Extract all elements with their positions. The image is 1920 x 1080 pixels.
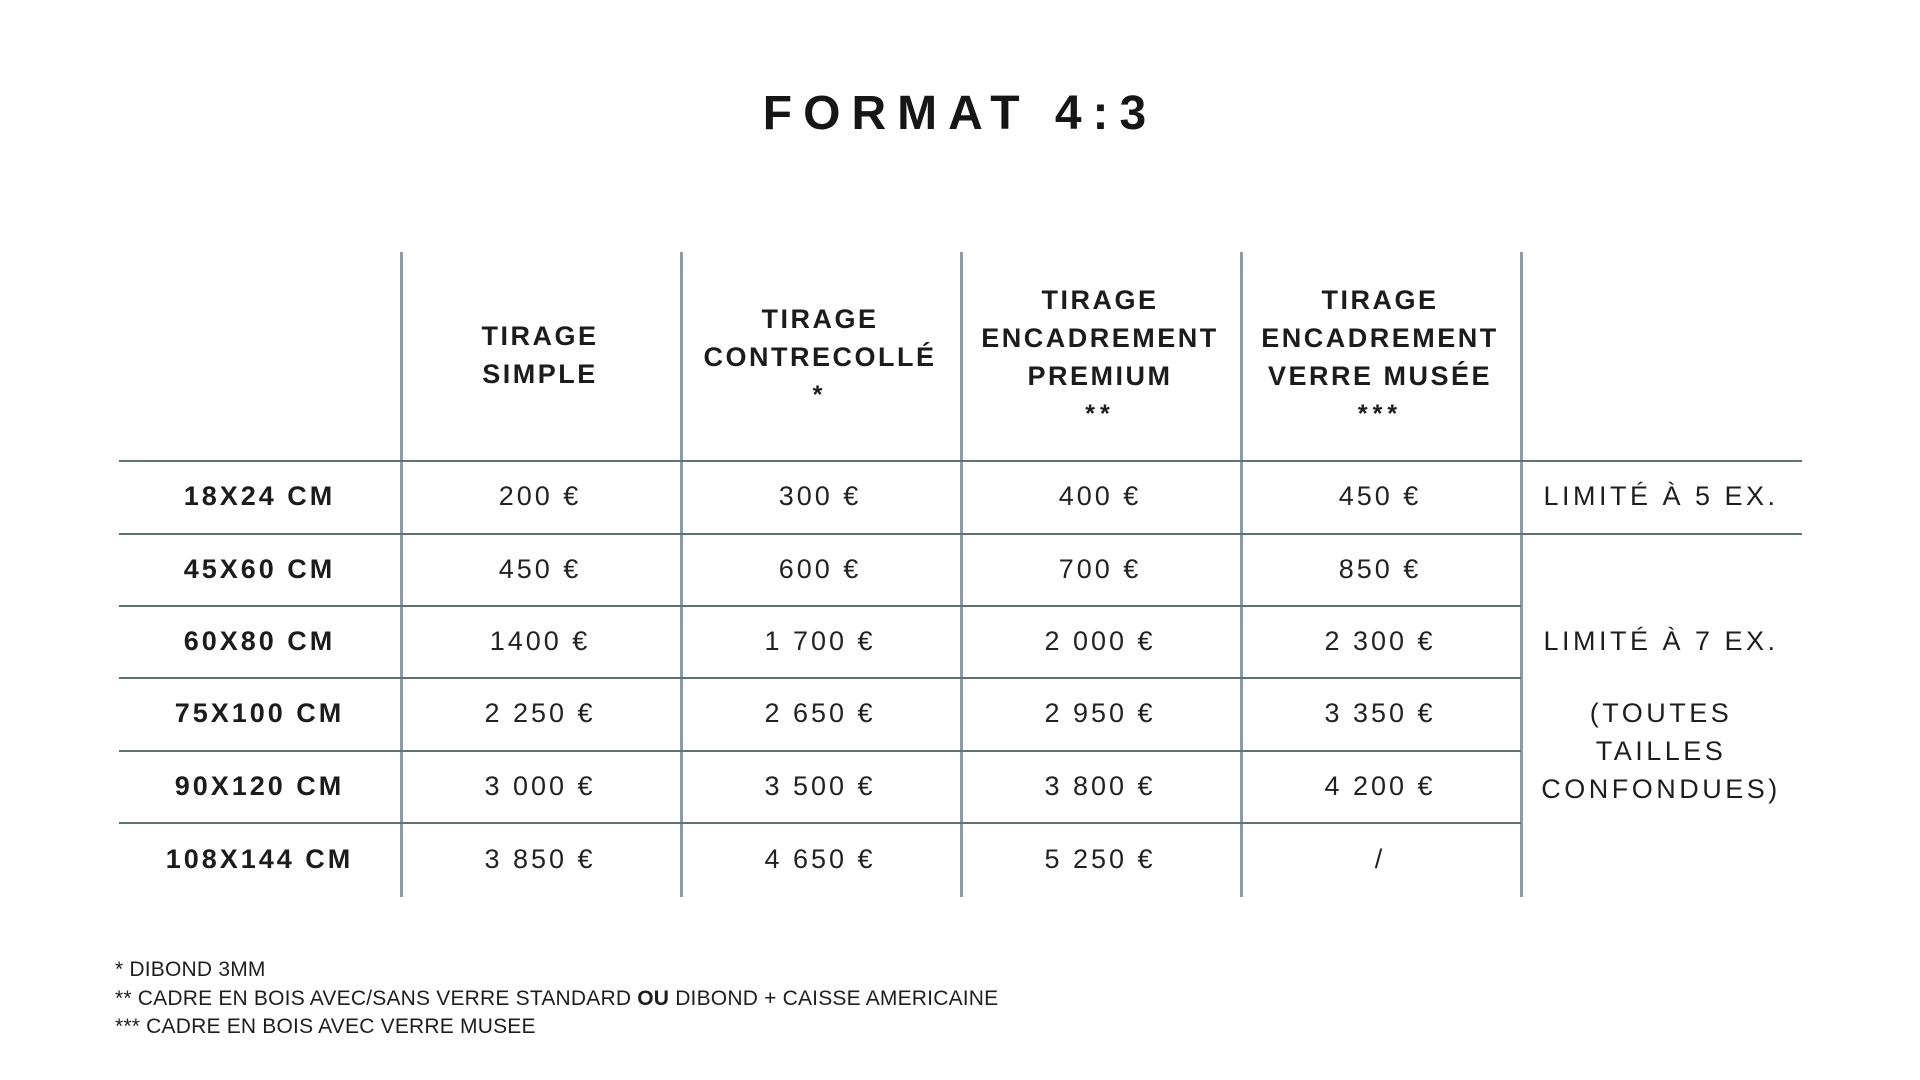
page-title: FORMAT 4:3: [762, 87, 1158, 140]
header-line: TIRAGE: [761, 304, 879, 334]
row-label: 108X144 CM: [165, 844, 354, 874]
grid-hline-3: [119, 605, 1521, 607]
footnote-musee: *** CADRE EN BOIS AVEC VERRE MUSEE: [115, 1015, 536, 1038]
table-row-18x24: 18X24 CM 200 € 300 € 400 € 450 €: [119, 460, 1520, 533]
footnote-marker: ***: [1357, 400, 1403, 428]
column-header-tirage-contrecolle: TIRAGE CONTRECOLLÉ *: [680, 252, 960, 458]
footnote-premium-bold: OU: [637, 986, 670, 1010]
header-line: PREMIUM: [1027, 361, 1173, 391]
price-cell: 700 €: [1058, 553, 1142, 584]
grid-hline-2: [119, 533, 1802, 535]
table-row-90x120: 90X120 CM 3 000 € 3 500 € 3 800 € 4 200 …: [119, 750, 1520, 822]
footnote-premium: ** CADRE EN BOIS AVEC/SANS VERRE STANDAR…: [115, 985, 998, 1014]
price-cell: 2 650 €: [764, 698, 876, 728]
price-cell: 400 €: [1058, 481, 1142, 511]
table-row-108x144: 108X144 CM 3 850 € 4 650 € 5 250 € /: [119, 822, 1520, 897]
price-cell: 4 650 €: [764, 844, 876, 874]
price-cell: 4 200 €: [1324, 770, 1436, 801]
header-line: SIMPLE: [482, 359, 598, 389]
header-line: TIRAGE: [481, 321, 599, 351]
header-line: VERRE MUSÉE: [1267, 361, 1493, 391]
grid-vline-3: [960, 252, 963, 897]
price-cell: 2 300 €: [1324, 625, 1436, 656]
row-label: 60X80 CM: [183, 625, 336, 656]
price-cell: 2 950 €: [1044, 698, 1156, 728]
price-cell: 200 €: [498, 481, 582, 511]
row-label: 18X24 CM: [183, 481, 336, 511]
header-line: ENCADREMENT: [981, 323, 1219, 353]
price-cell: 3 350 €: [1324, 698, 1436, 728]
footnote-marker: *: [812, 381, 828, 409]
column-header-encadrement-verre-musee: TIRAGE ENCADREMENT VERRE MUSÉE ***: [1240, 252, 1520, 458]
header-line: CONTRECOLLÉ: [703, 342, 937, 372]
price-cell: 300 €: [778, 481, 862, 511]
price-cell: 850 €: [1338, 553, 1422, 584]
grid-vline-5: [1520, 252, 1523, 897]
footnotes: * DIBOND 3MM ** CADRE EN BOIS AVEC/SANS …: [115, 956, 998, 1042]
price-cell: 450 €: [1338, 481, 1422, 511]
price-cell: 2 000 €: [1044, 625, 1156, 656]
footnote-marker: **: [1085, 400, 1115, 428]
footnote-premium-prefix: ** CADRE EN BOIS AVEC/SANS VERRE STANDAR…: [115, 986, 638, 1010]
edition-note-scope: (TOUTES TAILLES CONFONDUES): [1520, 690, 1802, 811]
price-cell: 3 800 €: [1044, 770, 1156, 801]
table-row-45x60: 45X60 CM 450 € 600 € 700 € 850 €: [119, 533, 1520, 605]
grid-hline-5: [119, 750, 1521, 752]
price-cell: 450 €: [498, 553, 582, 584]
table-row-60x80: 60X80 CM 1400 € 1 700 € 2 000 € 2 300 €: [119, 605, 1520, 677]
grid-hline-1: [119, 460, 1802, 462]
price-cell: 3 000 €: [484, 770, 596, 801]
footnote-dibond: * DIBOND 3MM: [115, 958, 266, 981]
price-cell: 3 500 €: [764, 770, 876, 801]
price-cell: 3 850 €: [484, 844, 596, 874]
edition-note-limited-5: LIMITÉ À 5 EX.: [1543, 481, 1779, 511]
price-cell: 2 250 €: [484, 698, 596, 728]
table-row-75x100: 75X100 CM 2 250 € 2 650 € 2 950 € 3 350 …: [119, 677, 1520, 750]
header-line: ENCADREMENT: [1261, 323, 1499, 353]
grid-vline-2: [680, 252, 683, 897]
row-label: 45X60 CM: [183, 553, 336, 584]
column-header-tirage-simple: TIRAGE SIMPLE: [400, 252, 680, 458]
row-label: 75X100 CM: [174, 698, 345, 728]
price-cell: 1 700 €: [764, 625, 876, 656]
edition-note-scope-line: TAILLES: [1595, 735, 1727, 766]
header-line: TIRAGE: [1041, 285, 1159, 315]
grid-vline-4: [1240, 252, 1243, 897]
row-label: 90X120 CM: [174, 770, 345, 801]
grid-hline-6: [119, 822, 1521, 824]
grid-vline-1: [400, 252, 403, 897]
price-cell: /: [1374, 844, 1386, 874]
grid-hline-4: [119, 677, 1521, 679]
price-cell: 5 250 €: [1044, 844, 1156, 874]
edition-note-scope-line: (TOUTES: [1589, 697, 1733, 728]
price-cell: 600 €: [778, 553, 862, 584]
price-cell: 1400 €: [489, 625, 591, 656]
header-line: TIRAGE: [1321, 285, 1439, 315]
edition-note-limited-7: LIMITÉ À 7 EX.: [1543, 625, 1779, 656]
column-header-encadrement-premium: TIRAGE ENCADREMENT PREMIUM **: [960, 252, 1240, 458]
edition-note-scope-line: CONFONDUES): [1541, 773, 1781, 804]
footnote-premium-suffix: DIBOND + CAISSE AMERICAINE: [669, 986, 999, 1010]
